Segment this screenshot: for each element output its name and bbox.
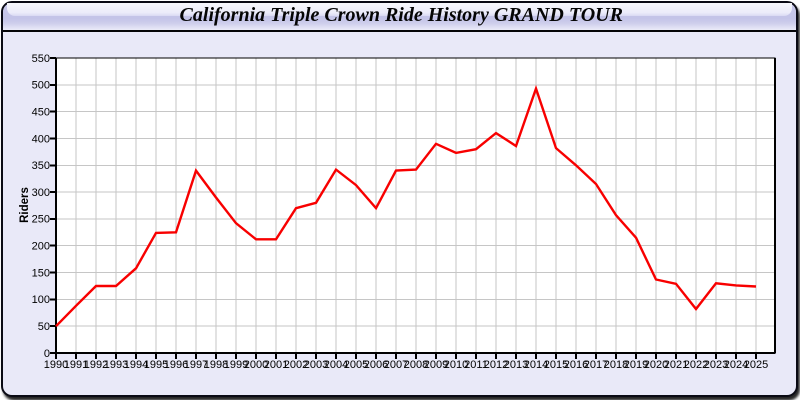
svg-text:350: 350	[32, 160, 50, 172]
svg-text:1990: 1990	[44, 359, 68, 371]
svg-text:2014: 2014	[524, 359, 548, 371]
svg-text:0: 0	[44, 348, 50, 360]
svg-text:2002: 2002	[284, 359, 308, 371]
svg-text:2006: 2006	[364, 359, 388, 371]
svg-text:2016: 2016	[564, 359, 588, 371]
svg-text:2007: 2007	[384, 359, 408, 371]
svg-text:550: 550	[32, 53, 50, 65]
svg-text:1997: 1997	[184, 359, 208, 371]
svg-text:2015: 2015	[544, 359, 568, 371]
svg-text:2020: 2020	[644, 359, 668, 371]
svg-text:400: 400	[32, 133, 50, 145]
svg-text:50: 50	[38, 321, 50, 333]
svg-text:250: 250	[32, 214, 50, 226]
svg-text:1992: 1992	[84, 359, 108, 371]
svg-text:2023: 2023	[704, 359, 728, 371]
svg-text:1999: 1999	[224, 359, 248, 371]
svg-text:2000: 2000	[244, 359, 268, 371]
svg-text:2025: 2025	[744, 359, 768, 371]
svg-text:1998: 1998	[204, 359, 228, 371]
svg-text:2008: 2008	[404, 359, 428, 371]
svg-text:2018: 2018	[604, 359, 628, 371]
svg-text:200: 200	[32, 241, 50, 253]
svg-text:300: 300	[32, 187, 50, 199]
svg-text:2021: 2021	[664, 359, 688, 371]
svg-text:2013: 2013	[504, 359, 528, 371]
svg-text:2005: 2005	[344, 359, 368, 371]
svg-text:1996: 1996	[164, 359, 188, 371]
svg-text:1995: 1995	[144, 359, 168, 371]
svg-text:2003: 2003	[304, 359, 328, 371]
svg-text:2022: 2022	[684, 359, 708, 371]
svg-text:2019: 2019	[624, 359, 648, 371]
svg-text:100: 100	[32, 294, 50, 306]
svg-text:2001: 2001	[264, 359, 288, 371]
svg-text:Riders: Riders	[19, 187, 31, 223]
svg-text:2011: 2011	[464, 359, 488, 371]
svg-text:1993: 1993	[104, 359, 128, 371]
svg-text:1991: 1991	[64, 359, 88, 371]
svg-text:2010: 2010	[444, 359, 468, 371]
svg-text:2017: 2017	[584, 359, 608, 371]
svg-text:450: 450	[32, 106, 50, 118]
svg-text:500: 500	[32, 80, 50, 92]
svg-text:1994: 1994	[124, 359, 148, 371]
svg-text:2024: 2024	[724, 359, 748, 371]
svg-text:2012: 2012	[484, 359, 508, 371]
svg-text:150: 150	[32, 267, 50, 279]
svg-text:2004: 2004	[324, 359, 348, 371]
svg-text:2009: 2009	[424, 359, 448, 371]
